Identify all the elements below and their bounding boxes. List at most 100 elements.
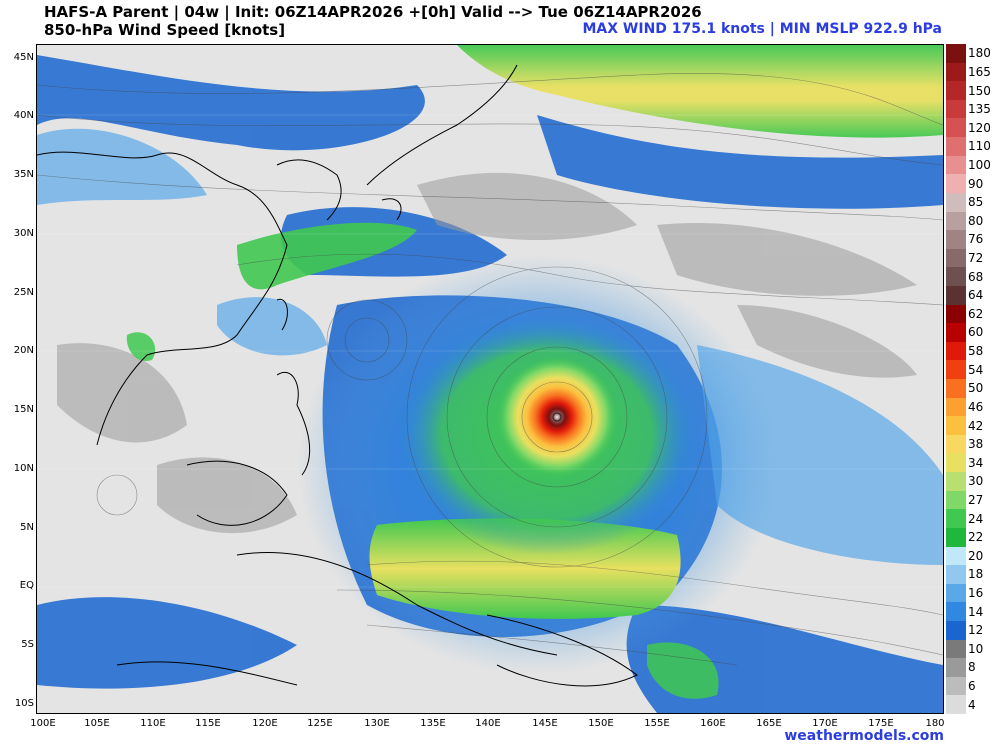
lat-label: 5S [21,639,34,650]
lat-label: 40N [13,110,34,121]
wind-speed-colorbar [946,44,966,715]
colorbar-label: 34 [968,455,984,470]
colorbar-label: 54 [968,362,984,377]
colorbar-label: 16 [968,586,984,601]
map-subtitle: 850-hPa Wind Speed [knots] [44,21,286,39]
lon-label: 105E [84,718,110,729]
colorbar-label: 150 [968,83,991,98]
wind-speed-map[interactable] [36,44,944,714]
lat-label: 10S [14,698,34,709]
colorbar-label: 60 [968,325,984,340]
colorbar-swatch [946,602,966,622]
colorbar-label: 80 [968,213,984,228]
colorbar-label: 72 [968,251,984,266]
colorbar-label: 90 [968,176,984,191]
colorbar-swatch [946,230,966,250]
colorbar-label: 165 [968,64,991,79]
colorbar-label: 85 [968,195,984,210]
colorbar-label: 6 [968,679,976,694]
colorbar-swatch [946,527,966,547]
lon-label: 155E [644,718,670,729]
colorbar-swatch [946,583,966,603]
colorbar-swatch [946,304,966,324]
map-title: HAFS-A Parent | 04w | Init: 06Z14APR2026… [44,3,702,21]
colorbar-swatch [946,639,966,659]
streamlines [37,73,943,666]
colorbar-label: 100 [968,157,991,172]
colorbar-swatch [946,379,966,399]
colorbar-label: 22 [968,530,984,545]
lat-label: 15N [13,404,34,415]
lon-label: 145E [532,718,558,729]
colorbar-label: 180 [968,46,991,61]
colorbar-swatch [946,62,966,82]
colorbar-swatch [946,99,966,119]
colorbar-swatch [946,137,966,157]
colorbar-label: 14 [968,604,984,619]
colorbar-swatch [946,509,966,529]
colorbar-label: 4 [968,697,976,712]
lon-label: 175E [868,718,894,729]
lon-label: 160E [700,718,726,729]
colorbar-swatch [946,81,966,101]
colorbar-swatch [946,695,966,715]
map-graticule [37,114,943,588]
colorbar-label: 58 [968,344,984,359]
colorbar-label: 42 [968,418,984,433]
colorbar-swatch [946,472,966,492]
colorbar-label: 10 [968,641,984,656]
colorbar-swatch [946,416,966,436]
colorbar-label: 18 [968,567,984,582]
colorbar-label: 27 [968,492,984,507]
colorbar-label: 20 [968,548,984,563]
colorbar-swatch [946,360,966,380]
coastlines [37,64,638,687]
lat-label: 30N [13,228,34,239]
colorbar-label: 12 [968,623,984,638]
typhoon-core[interactable] [497,357,617,477]
lon-label: 180 [925,718,945,729]
colorbar-label: 110 [968,139,991,154]
colorbar-label: 64 [968,288,984,303]
colorbar-label: 30 [968,474,984,489]
lat-label: 10N [13,463,34,474]
colorbar-label: 135 [968,102,991,117]
colorbar-swatch [946,323,966,343]
green-wind-band [237,222,417,290]
colorbar-label: 68 [968,269,984,284]
colorbar-label: 120 [968,120,991,135]
lon-label: 125E [307,718,333,729]
wind-field-grey [57,172,917,534]
colorbar-swatch [946,174,966,194]
lat-label: 20N [13,345,34,356]
colorbar-swatch [946,341,966,361]
colorbar-swatch [946,155,966,175]
colorbar-swatch [946,285,966,306]
colorbar-swatch [946,490,966,510]
lon-label: 120E [252,718,278,729]
lat-label: 45N [13,52,34,63]
colorbar-swatch [946,453,966,473]
lon-label: 100E [30,718,56,729]
colorbar-label: 38 [968,437,984,452]
lon-label: 170E [812,718,838,729]
colorbar-label: 76 [968,232,984,247]
jet-stream-band [457,45,943,138]
colorbar-swatch [946,118,966,138]
source-credit: weathermodels.com [784,728,944,744]
lat-label: EQ [19,580,34,591]
colorbar-swatch [946,192,966,212]
lat-label: 5N [20,522,34,533]
lon-label: 165E [756,718,782,729]
colorbar-swatch [946,658,966,678]
lat-label: 35N [13,169,34,180]
lon-label: 150E [588,718,614,729]
max-wind-min-pressure: MAX WIND 175.1 knots | MIN MSLP 922.9 hP… [582,21,943,37]
colorbar-label: 62 [968,306,984,321]
colorbar-label: 8 [968,660,976,675]
colorbar-swatch [946,44,966,64]
colorbar-swatch [946,620,966,641]
lon-label: 135E [420,718,446,729]
colorbar-swatch [946,546,966,566]
lon-label: 110E [140,718,166,729]
